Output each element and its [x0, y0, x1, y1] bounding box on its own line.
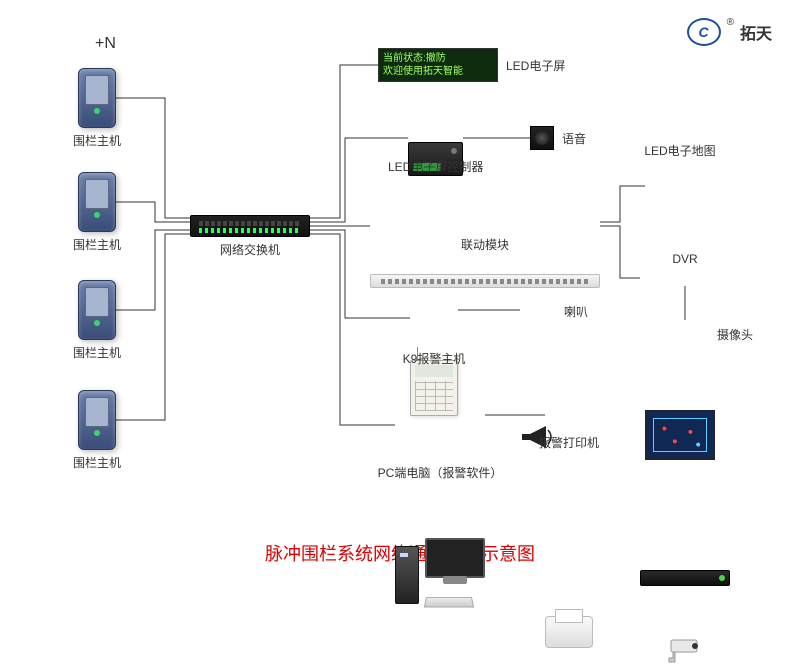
camera [665, 636, 709, 664]
pc [395, 538, 485, 608]
map-label: LED电子地图 [625, 142, 735, 159]
led-line2: 欢迎使用拓天智能 [383, 65, 493, 78]
camera-label: 摄像头 [717, 326, 753, 343]
edge-linkage-map [600, 186, 645, 222]
dvr [640, 570, 730, 586]
printer-label: 报警打印机 [525, 434, 613, 451]
brand-logo: C ® 拓天 [687, 18, 772, 46]
controller-label: LED电子屏控制器 [388, 158, 483, 175]
plus_n-label: +N [95, 35, 116, 53]
edge-switch-pc [310, 234, 395, 425]
led_screen-label: LED电子屏 [506, 57, 565, 74]
horn-label: 喇叭 [564, 303, 588, 320]
fence4-label: 围栏主机 [58, 454, 136, 471]
registered-mark: ® [727, 17, 734, 28]
linkage-label: 联动模块 [350, 236, 620, 253]
fence1 [78, 68, 116, 128]
k9-label: K9报警主机 [390, 350, 478, 367]
logo-mark: C [687, 18, 721, 46]
edge-switch-controller [310, 138, 408, 222]
edge-fence4-switch [116, 234, 190, 420]
led_screen: 当前状态:撤防欢迎使用拓天智能 [378, 48, 498, 82]
edge-fence1-switch [116, 98, 190, 218]
voice-label: 语音 [562, 130, 586, 147]
pc-keyboard [424, 597, 475, 607]
connection-lines [0, 0, 800, 579]
switch-label: 网络交换机 [170, 241, 330, 258]
fence3 [78, 280, 116, 340]
brand-name: 拓天 [740, 20, 772, 44]
fence2 [78, 172, 116, 232]
voice [530, 126, 554, 150]
linkage [370, 274, 600, 288]
fence2-label: 围栏主机 [58, 236, 136, 253]
led-line1: 当前状态:撤防 [383, 52, 493, 65]
fence1-label: 围栏主机 [58, 132, 136, 149]
fence4 [78, 390, 116, 450]
map [645, 410, 715, 460]
printer [545, 616, 593, 648]
k9 [410, 360, 458, 416]
pc-tower [395, 546, 419, 604]
pc-monitor [425, 538, 485, 578]
dvr-label: DVR [620, 252, 750, 266]
switch [190, 215, 310, 237]
edge-switch-led_screen [310, 65, 378, 218]
edge-fence2-switch [116, 202, 190, 222]
pc-label: PC端电脑（报警软件） [375, 464, 505, 481]
fence3-label: 围栏主机 [58, 344, 136, 361]
